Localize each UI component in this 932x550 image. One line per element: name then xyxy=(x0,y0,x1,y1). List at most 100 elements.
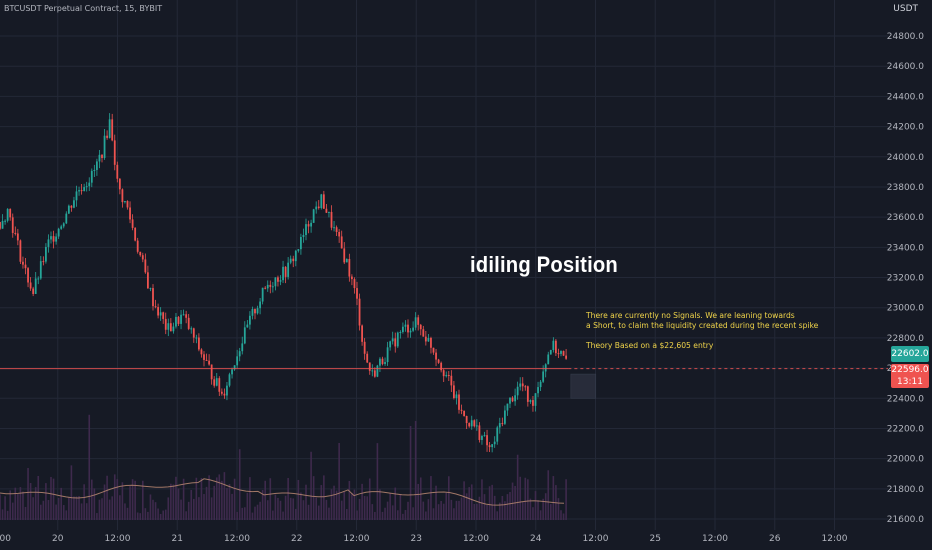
y-tick-label: 22400.0 xyxy=(887,394,924,404)
candle-body xyxy=(284,266,287,277)
volume-bar xyxy=(412,507,414,520)
candle-body xyxy=(24,264,27,269)
volume-bar xyxy=(9,490,11,520)
note-line: There are currently no Signals. We are l… xyxy=(586,311,795,320)
candle-body xyxy=(228,374,231,386)
volume-bar xyxy=(144,508,147,520)
candle-body xyxy=(379,358,381,366)
volume-bar xyxy=(11,502,14,520)
volume-bar xyxy=(40,504,42,520)
candle-body xyxy=(19,240,22,262)
volume-bar xyxy=(453,508,455,520)
currency-label: USDT xyxy=(893,4,918,14)
candle-body xyxy=(351,276,353,280)
y-tick-label: 24200.0 xyxy=(887,123,924,133)
x-tick-label: 12:00 xyxy=(0,534,11,544)
volume-bar xyxy=(264,480,266,520)
candle-body xyxy=(335,227,338,232)
candle-body xyxy=(93,169,96,171)
y-tick-label: 21800.0 xyxy=(887,485,924,495)
candle-body xyxy=(144,259,147,273)
candle-body xyxy=(131,219,134,228)
volume-bar xyxy=(463,481,465,520)
volume-bar xyxy=(284,495,287,520)
candle-body xyxy=(55,236,57,242)
candle-body xyxy=(192,328,195,338)
volume-bar xyxy=(356,510,358,520)
volume-bar xyxy=(317,505,320,520)
volume-bar xyxy=(537,500,539,520)
idle-position-label: idiling Position xyxy=(470,252,618,277)
candle-body xyxy=(524,386,527,388)
volume-bar xyxy=(524,477,527,520)
volume-bar xyxy=(274,494,277,520)
volume-bar xyxy=(244,507,246,520)
candle-body xyxy=(412,327,414,331)
volume-bar xyxy=(335,490,338,520)
candle-body xyxy=(182,314,185,316)
volume-bar xyxy=(256,504,259,520)
volume-bar xyxy=(282,511,284,520)
volume-bar xyxy=(435,485,437,520)
candle-body xyxy=(277,277,279,282)
volume-bar xyxy=(552,476,555,520)
candle-body xyxy=(126,201,129,208)
candle-body xyxy=(154,306,157,308)
candle-body xyxy=(463,410,465,417)
volume-bar xyxy=(300,492,302,520)
candle-body xyxy=(106,135,108,138)
candle-body xyxy=(422,329,425,337)
candle-body xyxy=(294,250,297,262)
volume-bar xyxy=(468,487,470,520)
candle-body xyxy=(39,261,42,279)
candle-body xyxy=(486,435,488,446)
candle-body xyxy=(246,324,249,328)
volume-bar xyxy=(65,510,68,520)
candle-body xyxy=(440,362,443,371)
symbol-title[interactable]: BTCUSDT Perpetual Contract, 15, BYBIT xyxy=(4,4,163,13)
candle-body xyxy=(358,298,361,326)
volume-bar xyxy=(182,478,185,520)
candle-body xyxy=(249,315,251,325)
volume-bar xyxy=(157,508,159,520)
volume-bar xyxy=(374,511,376,520)
candle-body xyxy=(162,312,165,319)
candle-body xyxy=(254,309,256,314)
candle-body xyxy=(519,383,522,387)
volume-bar xyxy=(136,512,139,520)
volume-bar xyxy=(325,499,328,520)
candle-body xyxy=(266,284,269,289)
volume-bar xyxy=(550,504,552,520)
candle-body xyxy=(417,317,420,325)
volume-bar xyxy=(346,509,348,520)
candle-body xyxy=(85,186,88,188)
candle-body xyxy=(328,211,330,213)
candle-body xyxy=(101,154,103,159)
candle-body xyxy=(501,423,504,425)
volume-bar xyxy=(6,510,9,520)
volume-bar xyxy=(142,480,144,520)
volume-bar xyxy=(486,505,488,520)
volume-bar xyxy=(62,505,65,520)
volume-bar xyxy=(519,476,521,520)
volume-bar xyxy=(103,484,106,520)
volume-bar xyxy=(45,483,47,520)
candle-body xyxy=(60,226,63,229)
candle-body xyxy=(279,280,282,282)
candle-body xyxy=(407,324,409,333)
volume-bar xyxy=(333,485,335,520)
candle-body xyxy=(236,356,239,366)
candle-body xyxy=(345,258,348,263)
volume-bar xyxy=(42,500,45,520)
volume-bar xyxy=(241,507,244,520)
volume-bar xyxy=(386,501,389,520)
volume-bar xyxy=(381,511,384,520)
ask-price-badge: 22602.0 xyxy=(891,346,929,362)
volume-bar xyxy=(60,487,62,520)
countdown-timer: 13:11 xyxy=(897,377,923,387)
candle-body xyxy=(83,187,86,192)
volume-bar xyxy=(170,483,172,520)
volume-bar xyxy=(131,479,134,520)
